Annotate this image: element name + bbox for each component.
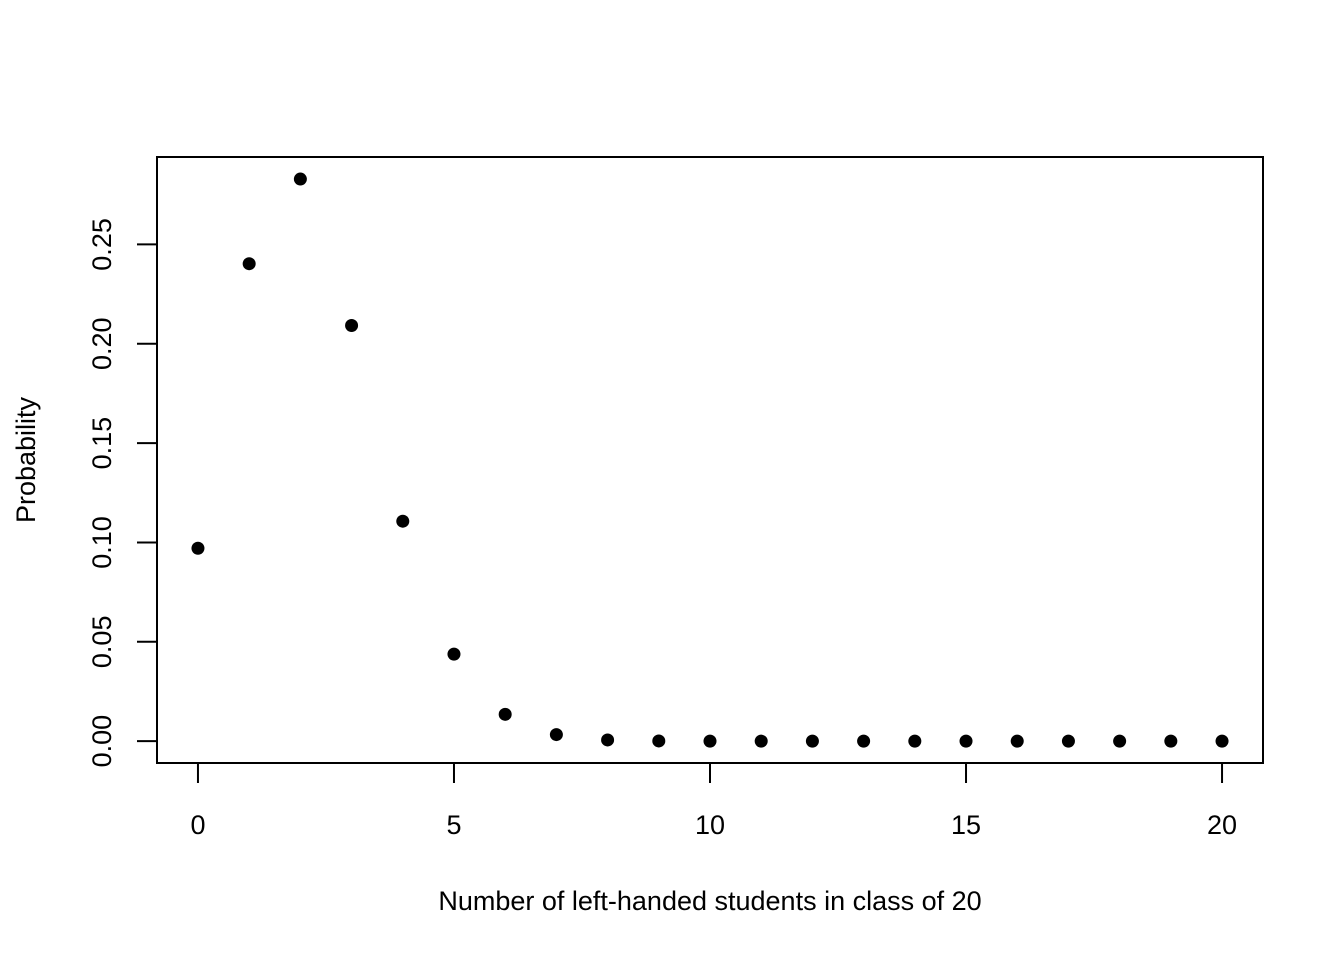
data-point <box>549 728 563 742</box>
data-point <box>242 257 256 271</box>
data-point <box>1215 734 1229 748</box>
data-point <box>1164 734 1178 748</box>
x-tick-label: 10 <box>695 810 725 840</box>
data-point <box>498 707 512 721</box>
data-point <box>396 514 410 528</box>
data-point <box>754 734 768 748</box>
y-tick-label: 0.00 <box>87 715 117 768</box>
x-tick-label: 5 <box>446 810 461 840</box>
plot-frame <box>156 156 1264 764</box>
x-tick-label: 20 <box>1207 810 1237 840</box>
data-point <box>1113 734 1127 748</box>
x-tick-label: 0 <box>190 810 205 840</box>
y-tick-label: 0.25 <box>87 218 117 271</box>
y-axis: 0.00 0.05 0.10 0.15 0.20 0.25 <box>87 218 158 768</box>
x-axis-label: Number of left-handed students in class … <box>438 886 981 916</box>
y-tick-label: 0.20 <box>87 317 117 370</box>
data-point <box>805 734 819 748</box>
data-points <box>191 172 1229 748</box>
data-point <box>601 733 615 747</box>
y-axis-label: Probability <box>11 396 41 523</box>
data-point <box>191 541 205 555</box>
data-point <box>908 734 922 748</box>
data-point <box>345 318 359 332</box>
x-axis: 0 5 10 15 20 <box>190 762 1237 840</box>
y-tick-label: 0.10 <box>87 516 117 569</box>
data-point <box>703 734 717 748</box>
data-point <box>293 172 307 186</box>
data-point <box>959 734 973 748</box>
y-tick-label: 0.15 <box>87 417 117 470</box>
data-point <box>652 734 666 748</box>
data-point <box>1010 734 1024 748</box>
data-point <box>1061 734 1075 748</box>
data-point <box>857 734 871 748</box>
data-point <box>447 647 461 661</box>
x-tick-label: 15 <box>951 810 981 840</box>
y-tick-label: 0.05 <box>87 616 117 669</box>
